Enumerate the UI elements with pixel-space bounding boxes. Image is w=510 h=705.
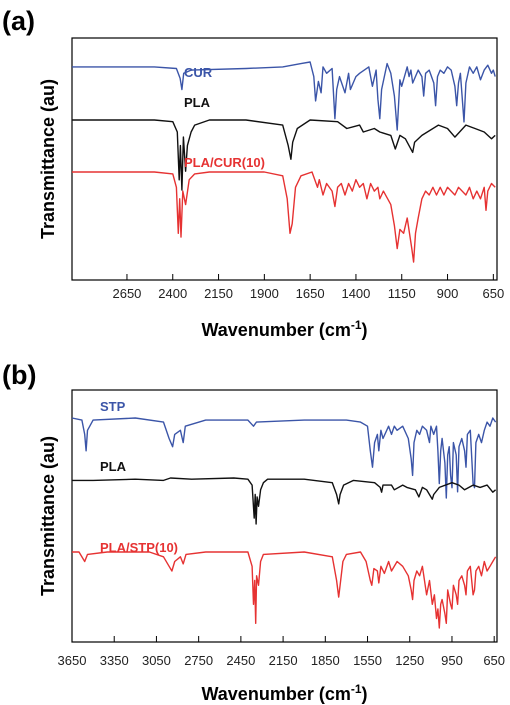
x-tick-label: 1850: [311, 653, 340, 668]
x-axis-label: Wavenumber (cm-1): [201, 682, 367, 704]
series-label: PLA: [184, 95, 211, 110]
y-axis-label: Transmittance (au): [38, 79, 58, 239]
panel-label: (b): [2, 360, 36, 390]
plot-frame: [71, 389, 498, 643]
series-line-cur: [72, 61, 496, 131]
plot-frame: [71, 37, 498, 281]
x-tick-label: 3050: [142, 653, 171, 668]
x-tick-label: 2750: [184, 653, 213, 668]
y-axis-label: Transmittance (au): [38, 436, 58, 596]
x-tick-label: 1650: [296, 286, 325, 301]
series-line-pla-cur-10-: [72, 171, 496, 263]
series-line-pla: [72, 119, 496, 191]
x-tick-label: 1400: [341, 286, 370, 301]
series-line-pla-stp-10-: [72, 551, 497, 629]
series-label: STP: [100, 399, 126, 414]
series-label: PLA/STP(10): [100, 540, 178, 555]
x-tick-label: 2150: [204, 286, 233, 301]
series-label: PLA: [100, 459, 127, 474]
series-line-pla: [72, 477, 497, 525]
x-tick-label: 1550: [353, 653, 382, 668]
x-tick-label: 2400: [158, 286, 187, 301]
x-tick-label: 650: [482, 286, 504, 301]
series-label: CUR: [184, 65, 213, 80]
x-tick-label: 3350: [100, 653, 129, 668]
series-label: PLA/CUR(10): [184, 155, 265, 170]
x-tick-label: 1900: [250, 286, 279, 301]
x-tick-label: 2450: [226, 653, 255, 668]
chart-panel-b: (b) 3650 3350 3050 2750 2450 2150 1850 1550 1250 9…: [2, 360, 505, 704]
x-tick-label: 3650: [58, 653, 87, 668]
series-line-stp: [71, 417, 497, 499]
x-tick-label: 1250: [395, 653, 424, 668]
x-tick-label: 900: [437, 286, 459, 301]
chart-panel-a: (a) 2650 2400 2150 1900 1650 1400 1150 900 650 Wav…: [2, 6, 504, 340]
x-tick-label: 650: [483, 653, 505, 668]
x-tick-label: 2650: [112, 286, 141, 301]
x-tick-label: 950: [441, 653, 463, 668]
x-tick-label: 1150: [388, 286, 416, 301]
x-tick-label: 2150: [269, 653, 298, 668]
panel-label: (a): [2, 6, 35, 36]
x-axis-label: Wavenumber (cm-1): [201, 318, 367, 340]
